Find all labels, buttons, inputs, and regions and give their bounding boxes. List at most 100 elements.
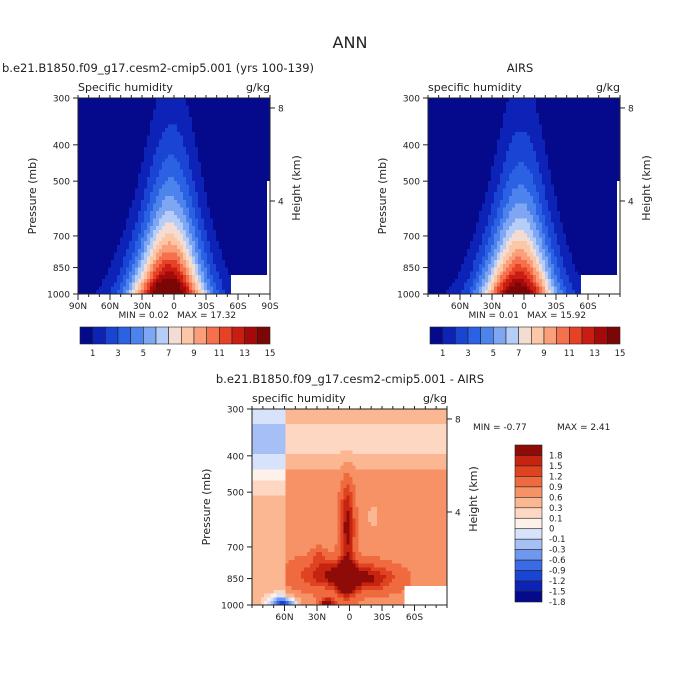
- heatmap-cell: [527, 143, 531, 148]
- heatmap-cell: [87, 150, 91, 155]
- heatmap-cell: [138, 180, 142, 186]
- heatmap-cell: [210, 192, 214, 197]
- heatmap-cell: [473, 124, 477, 129]
- heatmap-cell: [452, 101, 456, 106]
- heatmap-cell: [120, 271, 124, 276]
- heatmap-cell: [431, 147, 435, 152]
- heatmap-cell: [201, 275, 205, 280]
- heatmap-cell: [222, 203, 226, 208]
- heatmap-cell: [159, 267, 163, 272]
- heatmap-cell: [129, 131, 133, 137]
- heatmap-cell: [614, 154, 618, 159]
- heatmap-cell: [252, 252, 256, 257]
- heatmap-cell: [210, 158, 214, 163]
- heatmap-cell: [132, 143, 136, 148]
- heatmap-cell: [150, 147, 154, 152]
- heatmap-cell: [192, 290, 196, 295]
- heatmap-cell: [428, 116, 432, 122]
- heatmap-cell: [527, 135, 531, 140]
- heatmap-cell: [437, 162, 441, 167]
- heatmap-cell: [267, 275, 271, 280]
- heatmap-cell: [596, 154, 600, 159]
- heatmap-cell: [249, 271, 253, 276]
- heatmap-cell: [126, 245, 130, 250]
- heatmap-cell: [150, 237, 154, 242]
- heatmap-cell: [132, 139, 136, 144]
- heatmap-cell: [195, 180, 199, 186]
- heatmap-cell: [506, 154, 510, 159]
- heatmap-cell: [503, 158, 507, 163]
- heatmap-cell: [108, 214, 112, 220]
- heatmap-cell: [84, 135, 88, 140]
- heatmap-cell: [132, 290, 136, 295]
- heatmap-cell: [449, 101, 453, 106]
- heatmap-cell: [572, 98, 576, 103]
- heatmap-cell: [186, 199, 190, 204]
- heatmap-cell: [162, 233, 166, 238]
- heatmap-cell: [252, 226, 256, 231]
- heatmap-cell: [542, 150, 546, 155]
- heatmap-cell: [261, 120, 265, 125]
- heatmap-cell: [195, 124, 199, 129]
- heatmap-cell: [84, 229, 88, 235]
- heatmap-cell: [186, 139, 190, 144]
- heatmap-cell: [506, 184, 510, 189]
- heatmap-cell: [255, 139, 259, 144]
- heatmap-cell: [225, 222, 229, 227]
- heatmap-cell: [246, 233, 250, 238]
- heatmap-cell: [569, 154, 573, 159]
- heatmap-cell: [219, 275, 223, 280]
- heatmap-cell: [123, 286, 127, 291]
- heatmap-cell: [213, 241, 217, 246]
- heatmap-cell: [551, 158, 555, 163]
- heatmap-cell: [255, 165, 259, 171]
- heatmap-cell: [464, 150, 468, 155]
- heatmap-cell: [198, 192, 202, 197]
- heatmap-cell: [162, 214, 166, 220]
- heatmap-cell: [192, 196, 196, 201]
- heatmap-cell: [180, 105, 184, 110]
- heatmap-cell: [530, 180, 534, 186]
- heatmap-cell: [171, 158, 175, 163]
- heatmap-cell: [186, 241, 190, 246]
- heatmap-cell: [581, 173, 585, 178]
- heatmap-cell: [108, 226, 112, 231]
- heatmap-cell: [87, 158, 91, 163]
- heatmap-cell: [428, 101, 432, 106]
- heatmap-cell: [168, 237, 172, 242]
- heatmap-cell: [111, 290, 115, 295]
- heatmap-cell: [159, 128, 163, 133]
- heatmap-cell: [608, 109, 612, 114]
- heatmap-cell: [617, 165, 621, 171]
- heatmap-cell: [554, 101, 558, 106]
- heatmap-cell: [440, 143, 444, 148]
- heatmap-cell: [114, 109, 118, 114]
- heatmap-cell: [147, 237, 151, 242]
- heatmap-cell: [222, 101, 226, 106]
- heatmap-cell: [258, 128, 262, 133]
- heatmap-cell: [198, 109, 202, 114]
- heatmap-cell: [93, 177, 97, 182]
- heatmap-cell: [593, 165, 597, 171]
- heatmap-cell: [84, 226, 88, 231]
- heatmap-cell: [497, 162, 501, 167]
- heatmap-cell: [572, 128, 576, 133]
- heatmap-cell: [530, 131, 534, 137]
- heatmap-cell: [458, 124, 462, 129]
- heatmap-cell: [548, 143, 552, 148]
- heatmap-cell: [138, 139, 142, 144]
- heatmap-cell: [428, 162, 432, 167]
- heatmap-cell: [87, 286, 91, 291]
- heatmap-cell: [488, 143, 492, 148]
- heatmap-cell: [93, 214, 97, 220]
- heatmap-cell: [147, 135, 151, 140]
- heatmap-cell: [222, 150, 226, 155]
- heatmap-cell: [147, 256, 151, 261]
- heatmap-cell: [584, 101, 588, 106]
- heatmap-cell: [111, 207, 115, 212]
- heatmap-cell: [267, 226, 271, 231]
- heatmap-cell: [111, 214, 115, 220]
- heatmap-cell: [117, 139, 121, 144]
- heatmap-cell: [93, 278, 97, 284]
- heatmap-cell: [485, 109, 489, 114]
